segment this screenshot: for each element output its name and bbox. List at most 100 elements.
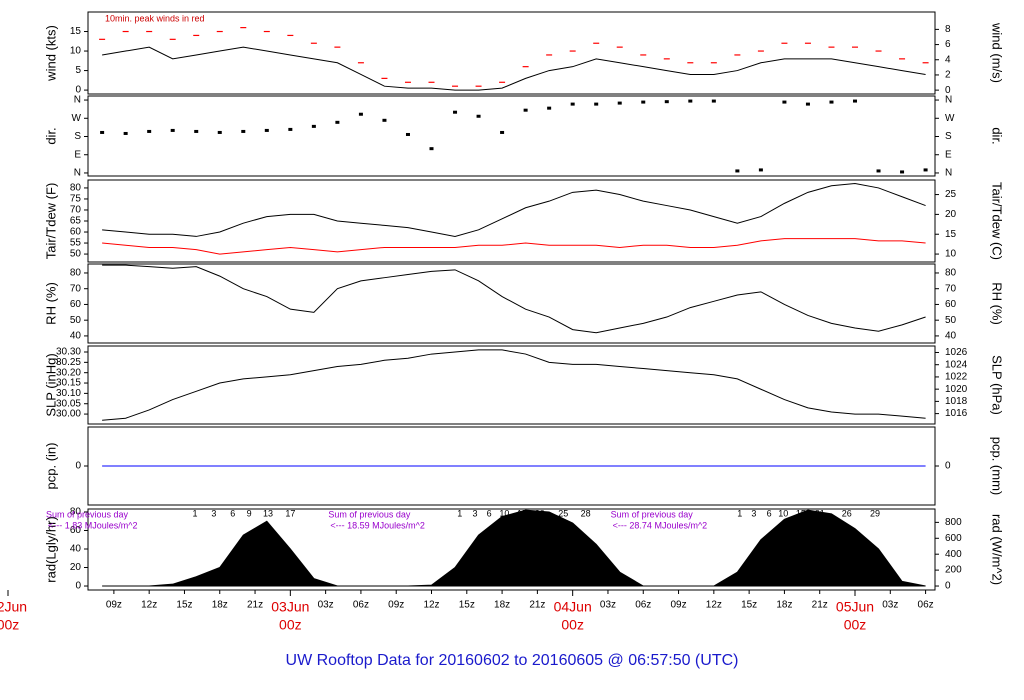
sum-heading: Sum of previous day: [611, 509, 694, 519]
x-tick-label: 21z: [812, 600, 828, 611]
series-line: [102, 238, 926, 255]
y-tick-label: N: [74, 95, 81, 106]
dir-point: [876, 169, 881, 173]
hour-label: 3: [473, 508, 478, 518]
day-sub-label: 00z: [561, 617, 584, 633]
y2-tick-label: 0: [945, 461, 951, 472]
dir-point: [688, 99, 693, 103]
y2-tick-label: 20: [945, 209, 957, 220]
panel-frame: [87, 345, 936, 425]
y2-tick-label: E: [945, 149, 952, 160]
y-tick-label: 80: [70, 183, 82, 194]
dir-point: [311, 124, 316, 128]
x-tick-label: 12z: [706, 600, 722, 611]
panel-frame: [87, 11, 936, 95]
hour-label: 15: [517, 508, 527, 518]
x-tick-label: 18z: [776, 600, 792, 611]
dir-point: [100, 130, 105, 134]
hour-label: 29: [870, 508, 880, 518]
hour-label: 25: [558, 508, 568, 518]
sum-text: <--- 28.74 MJoules/m^2: [613, 520, 708, 530]
y-tick-label: 15: [70, 26, 82, 37]
sum-heading: Sum of previous day: [46, 509, 129, 519]
y2-tick-label: 1020: [945, 384, 968, 395]
x-tick-label: 06z: [635, 600, 651, 611]
dir-point: [358, 112, 363, 116]
x-tick-label: 21z: [247, 600, 263, 611]
y-axis-label: wind (kts): [43, 25, 58, 82]
hour-label: 17: [285, 508, 295, 518]
y2-tick-label: 1024: [945, 359, 968, 370]
y-tick-label: 0: [75, 581, 81, 592]
x-tick-label: 15z: [176, 600, 192, 611]
y2-tick-label: 1022: [945, 372, 968, 383]
day-sub-label: 00z: [0, 617, 19, 633]
x-tick-label: 03z: [882, 600, 898, 611]
dir-point: [923, 168, 928, 172]
hour-label: 21: [815, 508, 825, 518]
x-tick-label: 21z: [529, 600, 545, 611]
y2-axis-label: SLP (hPa): [990, 355, 1005, 415]
y2-tick-label: 400: [945, 549, 962, 560]
hour-label: 28: [581, 508, 591, 518]
hour-label: 6: [767, 508, 772, 518]
y2-tick-label: N: [945, 168, 952, 179]
dir-point: [217, 130, 222, 134]
y-tick-label: 80: [70, 268, 82, 279]
hour-label: 6: [230, 508, 235, 518]
y2-tick-label: 60: [945, 299, 957, 310]
y-tick-label: 30.30: [56, 347, 81, 358]
y2-axis-label: pcp. (mm): [990, 437, 1005, 496]
y-tick-label: 30.05: [56, 398, 81, 409]
y2-axis-label: rad (W/m^2): [990, 514, 1005, 585]
dir-point: [711, 99, 716, 103]
y-tick-label: 30.25: [56, 357, 81, 368]
hour-label: 1: [737, 508, 742, 518]
y2-tick-label: 50: [945, 315, 957, 326]
y-axis-label: Tair/Tdew (F): [43, 183, 58, 260]
y-tick-label: 0: [75, 461, 81, 472]
y-tick-label: 0: [75, 85, 81, 96]
y-tick-label: 30.20: [56, 367, 81, 378]
dir-point: [758, 168, 763, 172]
hour-label: 10: [499, 508, 509, 518]
y2-tick-label: 6: [945, 39, 951, 50]
dir-point: [335, 120, 340, 124]
y-axis-label: rad(Lgly/hr): [43, 516, 58, 582]
dir-point: [288, 127, 293, 131]
dir-point: [617, 101, 622, 105]
x-tick-label: 15z: [459, 600, 475, 611]
x-tick-label: 06z: [918, 600, 934, 611]
y-tick-label: 80: [70, 507, 82, 518]
series-area: [102, 509, 926, 587]
y2-tick-label: 15: [945, 229, 957, 240]
x-tick-label: 03z: [318, 600, 334, 611]
y2-tick-label: 40: [945, 331, 957, 342]
y-tick-label: 50: [70, 249, 82, 260]
hour-label: 26: [842, 508, 852, 518]
dir-point: [264, 128, 269, 132]
y-tick-label: 50: [70, 315, 82, 326]
dir-point: [500, 130, 505, 134]
y2-tick-label: 4: [945, 54, 951, 65]
y-tick-label: 65: [70, 216, 82, 227]
y2-tick-label: 70: [945, 283, 957, 294]
x-tick-label: 09z: [670, 600, 686, 611]
y2-tick-label: 80: [945, 268, 957, 279]
y-tick-label: E: [74, 149, 81, 160]
y-tick-label: 40: [70, 544, 82, 555]
y2-tick-label: N: [945, 95, 952, 106]
y-tick-label: 75: [70, 194, 82, 205]
day-label: 04Jun: [554, 599, 592, 615]
y-tick-label: 60: [70, 525, 82, 536]
y-tick-label: S: [74, 131, 81, 142]
y-tick-label: 70: [70, 283, 82, 294]
y-tick-label: 60: [70, 227, 82, 238]
dir-point: [782, 100, 787, 104]
panel-frame: [87, 508, 936, 591]
x-tick-label: 15z: [741, 600, 757, 611]
dir-point: [594, 102, 599, 106]
hour-label: 20: [535, 508, 545, 518]
sum-heading: Sum of previous day: [328, 509, 411, 519]
